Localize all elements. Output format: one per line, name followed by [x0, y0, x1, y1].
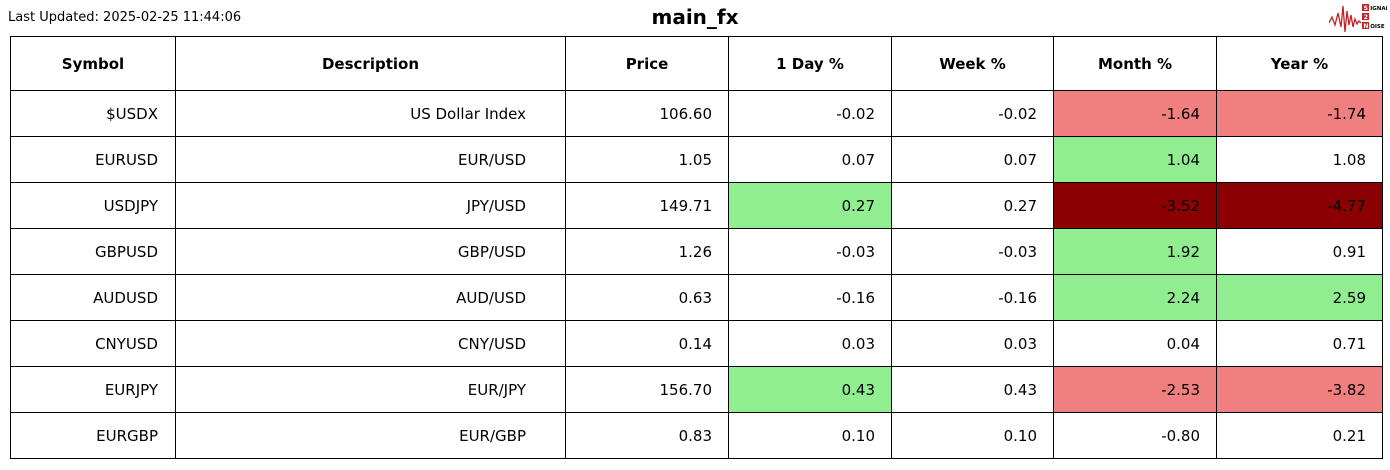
signal2noise-logo: S IGNAL 2 N OISE: [1329, 4, 1387, 33]
svg-text:OISE: OISE: [1370, 24, 1385, 30]
cell-day_1_pct: -0.16: [728, 274, 892, 321]
cell-day_1_pct: 0.43: [728, 366, 892, 413]
svg-text:2: 2: [1364, 14, 1368, 21]
column-header-month_pct: Month %: [1053, 36, 1217, 91]
cell-week_pct: -0.03: [891, 228, 1054, 275]
svg-text:N: N: [1363, 23, 1368, 30]
cell-day_1_pct: 0.10: [728, 412, 892, 459]
logo-wordmark: S IGNAL 2 N OISE: [1362, 4, 1387, 30]
cell-description: JPY/USD: [175, 182, 566, 229]
cell-year_pct: -4.77: [1216, 182, 1383, 229]
cell-description: GBP/USD: [175, 228, 566, 275]
cell-price: 1.05: [565, 136, 729, 183]
fx-table-body: $USDX US Dollar Index 106.60 -0.02 -0.02 -1.6…: [10, 90, 1383, 459]
cell-month_pct: 2.24: [1053, 274, 1217, 321]
top-bar: Last Updated: 2025-02-25 11:44:06 main_f…: [0, 0, 1390, 36]
cell-month_pct: 1.04: [1053, 136, 1217, 183]
cell-year_pct: 0.21: [1216, 412, 1383, 459]
cell-description: CNY/USD: [175, 320, 566, 367]
cell-symbol: EURJPY: [10, 366, 176, 413]
cell-year_pct: 1.08: [1216, 136, 1383, 183]
cell-month_pct: -3.52: [1053, 182, 1217, 229]
cell-symbol: GBPUSD: [10, 228, 176, 275]
cell-symbol: AUDUSD: [10, 274, 176, 321]
cell-symbol: EURUSD: [10, 136, 176, 183]
cell-description: EUR/USD: [175, 136, 566, 183]
cell-week_pct: 0.10: [891, 412, 1054, 459]
svg-text:S: S: [1364, 5, 1368, 12]
cell-description: EUR/JPY: [175, 366, 566, 413]
table-row: EURJPY EUR/JPY 156.70 0.43 0.43 -2.53 -3.82: [10, 366, 1383, 413]
cell-price: 156.70: [565, 366, 729, 413]
cell-price: 0.63: [565, 274, 729, 321]
cell-price: 106.60: [565, 90, 729, 137]
column-header-price: Price: [565, 36, 729, 91]
cell-week_pct: 0.07: [891, 136, 1054, 183]
cell-week_pct: -0.02: [891, 90, 1054, 137]
column-header-day_1_pct: 1 Day %: [728, 36, 892, 91]
cell-month_pct: -0.80: [1053, 412, 1217, 459]
cell-month_pct: -1.64: [1053, 90, 1217, 137]
cell-year_pct: 0.91: [1216, 228, 1383, 275]
cell-day_1_pct: 0.03: [728, 320, 892, 367]
table-row: GBPUSD GBP/USD 1.26 -0.03 -0.03 1.92 0.91: [10, 228, 1383, 275]
cell-year_pct: 2.59: [1216, 274, 1383, 321]
fx-table: Symbol Description Price 1 Day % Week % Month…: [10, 36, 1383, 459]
ecg-waveform-icon: [1329, 5, 1362, 33]
page-title: main_fx: [651, 5, 739, 29]
cell-week_pct: 0.27: [891, 182, 1054, 229]
header-row: Symbol Description Price 1 Day % Week % Month…: [10, 36, 1383, 91]
cell-week_pct: 0.03: [891, 320, 1054, 367]
cell-price: 149.71: [565, 182, 729, 229]
cell-month_pct: 0.04: [1053, 320, 1217, 367]
cell-price: 0.83: [565, 412, 729, 459]
cell-year_pct: -3.82: [1216, 366, 1383, 413]
cell-description: US Dollar Index: [175, 90, 566, 137]
table-row: AUDUSD AUD/USD 0.63 -0.16 -0.16 2.24 2.59: [10, 274, 1383, 321]
table-row: CNYUSD CNY/USD 0.14 0.03 0.03 0.04 0.71: [10, 320, 1383, 367]
fx-table-header: Symbol Description Price 1 Day % Week % Month…: [10, 36, 1383, 91]
cell-description: AUD/USD: [175, 274, 566, 321]
cell-week_pct: 0.43: [891, 366, 1054, 413]
cell-week_pct: -0.16: [891, 274, 1054, 321]
column-header-year_pct: Year %: [1216, 36, 1383, 91]
last-updated-label: Last Updated: 2025-02-25 11:44:06: [8, 10, 242, 25]
table-row: USDJPY JPY/USD 149.71 0.27 0.27 -3.52 -4.77: [10, 182, 1383, 229]
cell-year_pct: -1.74: [1216, 90, 1383, 137]
column-header-symbol: Symbol: [10, 36, 176, 91]
table-row: EURGBP EUR/GBP 0.83 0.10 0.10 -0.80 0.21: [10, 412, 1383, 459]
cell-description: EUR/GBP: [175, 412, 566, 459]
table-row: EURUSD EUR/USD 1.05 0.07 0.07 1.04 1.08: [10, 136, 1383, 183]
cell-year_pct: 0.71: [1216, 320, 1383, 367]
cell-day_1_pct: 0.27: [728, 182, 892, 229]
cell-day_1_pct: -0.03: [728, 228, 892, 275]
svg-text:IGNAL: IGNAL: [1370, 6, 1387, 12]
cell-month_pct: 1.92: [1053, 228, 1217, 275]
cell-day_1_pct: -0.02: [728, 90, 892, 137]
cell-symbol: $USDX: [10, 90, 176, 137]
cell-symbol: USDJPY: [10, 182, 176, 229]
cell-day_1_pct: 0.07: [728, 136, 892, 183]
column-header-week_pct: Week %: [891, 36, 1054, 91]
cell-symbol: CNYUSD: [10, 320, 176, 367]
column-header-description: Description: [175, 36, 566, 91]
cell-month_pct: -2.53: [1053, 366, 1217, 413]
cell-symbol: EURGBP: [10, 412, 176, 459]
cell-price: 0.14: [565, 320, 729, 367]
cell-price: 1.26: [565, 228, 729, 275]
table-row: $USDX US Dollar Index 106.60 -0.02 -0.02 -1.6…: [10, 90, 1383, 137]
